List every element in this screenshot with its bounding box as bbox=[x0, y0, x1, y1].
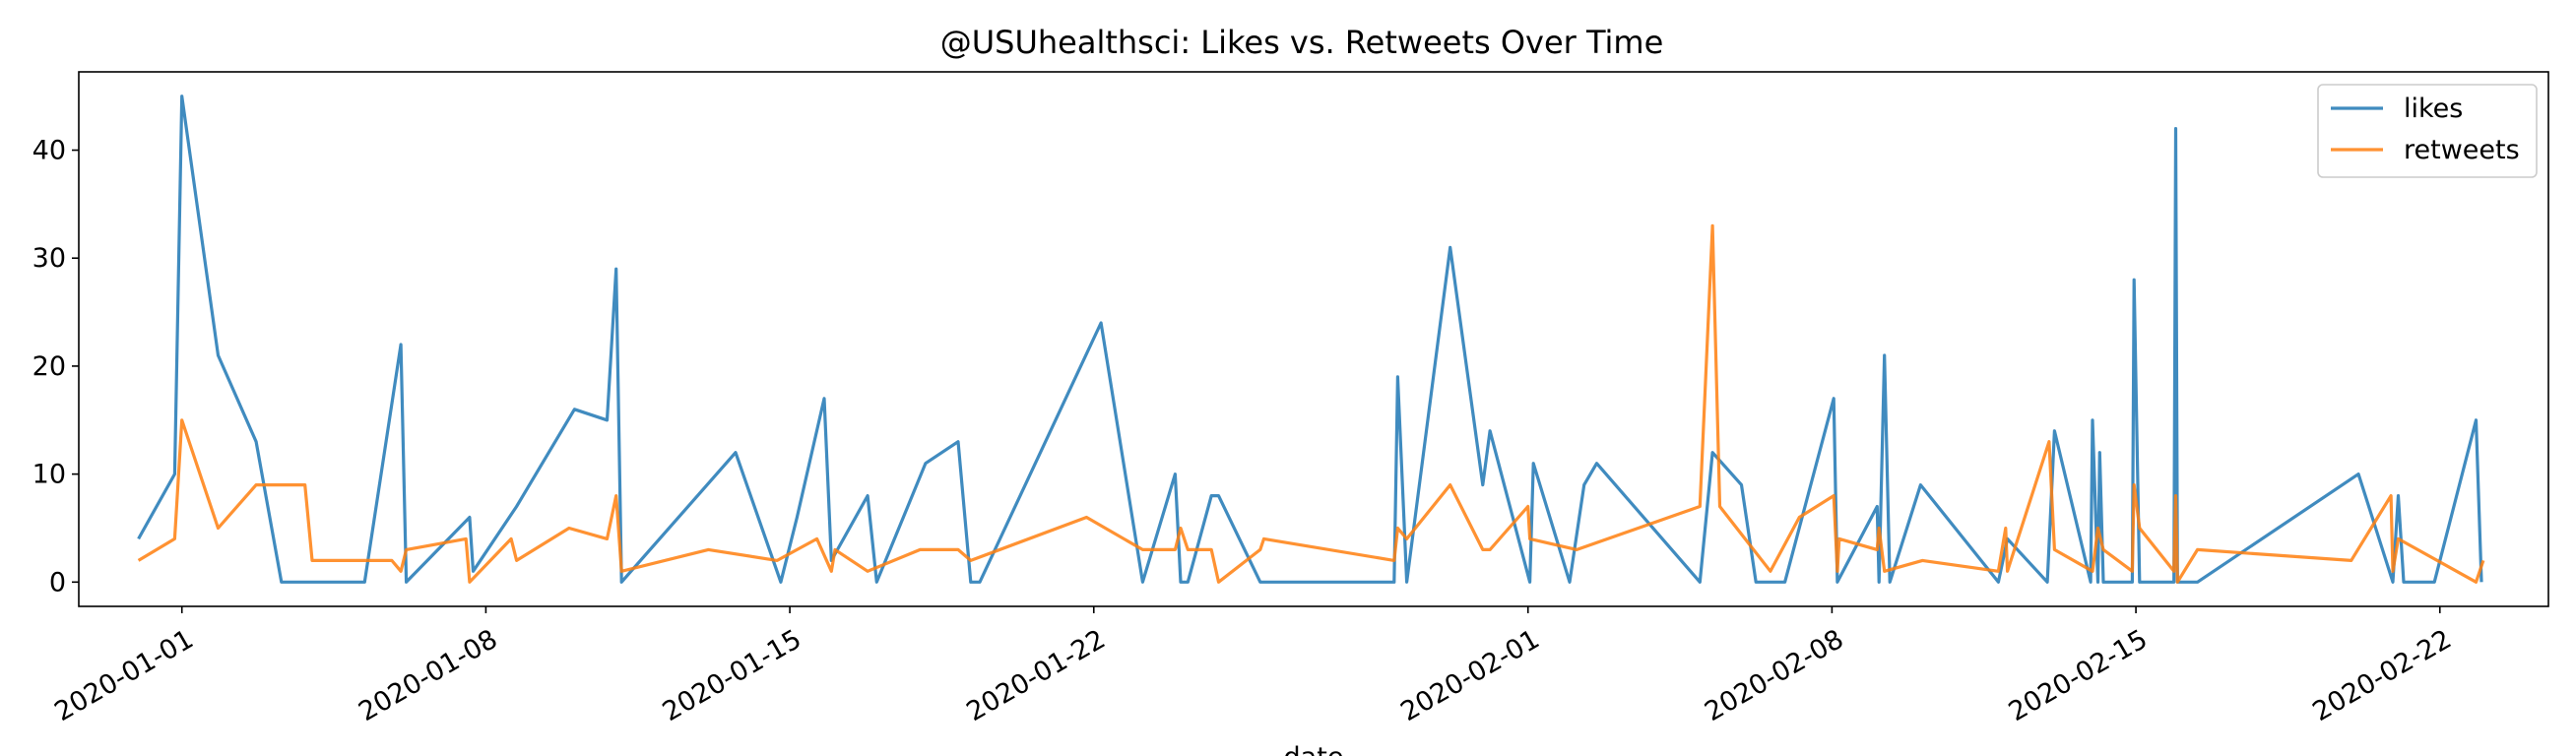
series-line-retweets bbox=[137, 223, 2485, 584]
y-tick-label: 40 bbox=[32, 136, 66, 166]
axes-frame bbox=[78, 71, 2549, 607]
x-axis-label: date bbox=[1284, 742, 1344, 756]
series-lines bbox=[137, 94, 2485, 584]
y-tick-label: 10 bbox=[32, 460, 66, 490]
legend-label-retweets: retweets bbox=[2404, 135, 2520, 165]
y-tick-label: 20 bbox=[32, 351, 66, 382]
y-tick-label: 0 bbox=[49, 567, 66, 598]
legend: likes retweets bbox=[2317, 84, 2538, 178]
y-tick-label: 30 bbox=[32, 243, 66, 274]
y-axis: 0 10 20 30 40 bbox=[32, 136, 79, 598]
chart-title: @USUhealthsci: Likes vs. Retweets Over T… bbox=[940, 24, 1664, 61]
series-line-likes bbox=[137, 94, 2483, 584]
legend-label-likes: likes bbox=[2404, 94, 2463, 124]
